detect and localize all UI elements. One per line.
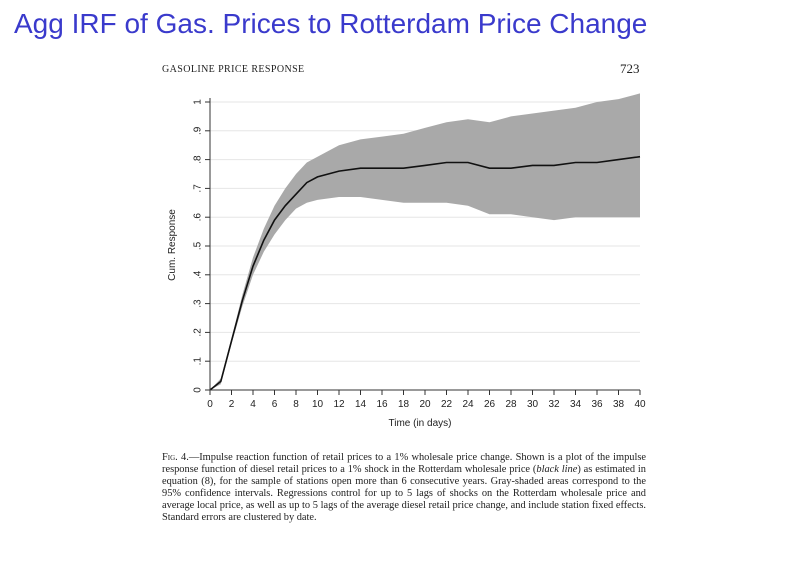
y-tick-label: 1 xyxy=(193,99,204,105)
response-line xyxy=(209,155,641,391)
caption-text-2: ) as estimated in equation (8), for the … xyxy=(162,464,646,523)
x-tick-label: 20 xyxy=(419,399,431,410)
x-tick-label: 22 xyxy=(441,399,453,410)
y-tick-label: .9 xyxy=(193,126,204,135)
x-tick-label: 0 xyxy=(207,399,213,410)
running-head: GASOLINE PRICE RESPONSE xyxy=(162,64,305,75)
x-tick-label: 28 xyxy=(505,399,517,410)
y-tick-label: .7 xyxy=(193,184,204,193)
y-tick-label: .3 xyxy=(193,299,204,308)
y-tick-label: 0 xyxy=(193,387,204,393)
figure-caption: Fig. 4.—Impulse reaction function of ret… xyxy=(162,452,646,524)
y-tick-label: .1 xyxy=(193,357,204,366)
y-ticks: 0 .1 .2 .3 .4 .5 .6 .7 .8 .9 1 xyxy=(193,99,210,393)
y-tick-label: .2 xyxy=(193,328,204,337)
confidence-band xyxy=(210,93,640,391)
x-tick-label: 24 xyxy=(462,399,474,410)
page-number: 723 xyxy=(620,61,640,76)
caption-emphasis: black line xyxy=(536,464,578,475)
y-tick-label: .4 xyxy=(193,270,204,279)
x-axis-label: Time (in days) xyxy=(389,418,452,429)
x-tick-label: 10 xyxy=(312,399,324,410)
x-tick-label: 26 xyxy=(484,399,496,410)
x-tick-label: 16 xyxy=(376,399,388,410)
x-tick-label: 36 xyxy=(591,399,603,410)
x-tick-label: 32 xyxy=(548,399,560,410)
y-axis-label: Cum. Response xyxy=(167,209,178,281)
x-tick-label: 40 xyxy=(634,399,646,410)
irf-chart: 0.1.2.3.4.5.6.7.8.91 0 2 4 6 8 10 12 14 16 18 20 22… xyxy=(167,93,646,429)
x-tick-label: 18 xyxy=(398,399,410,410)
x-tick-label: 14 xyxy=(355,399,367,410)
y-tick-label: .8 xyxy=(193,155,204,164)
x-tick-label: 38 xyxy=(613,399,625,410)
slide-title: Agg IRF of Gas. Prices to Rotterdam Pric… xyxy=(14,8,648,39)
figure-label: Fig. 4. xyxy=(162,452,189,463)
x-tick-label: 12 xyxy=(333,399,345,410)
x-tick-label: 6 xyxy=(272,399,278,410)
x-tick-label: 34 xyxy=(570,399,582,410)
y-tick-label: .6 xyxy=(193,213,204,222)
y-tick-label: .5 xyxy=(193,241,204,250)
x-tick-label: 8 xyxy=(293,399,299,410)
caption-text-1: —Impulse reaction function of retail pri… xyxy=(162,452,646,475)
x-ticks: 0 2 4 6 8 10 12 14 16 18 20 22 24 26 28 30 32 34 36 38 40 xyxy=(207,390,646,410)
x-tick-label: 30 xyxy=(527,399,539,410)
x-tick-label: 2 xyxy=(229,399,235,410)
x-tick-label: 4 xyxy=(250,399,256,410)
